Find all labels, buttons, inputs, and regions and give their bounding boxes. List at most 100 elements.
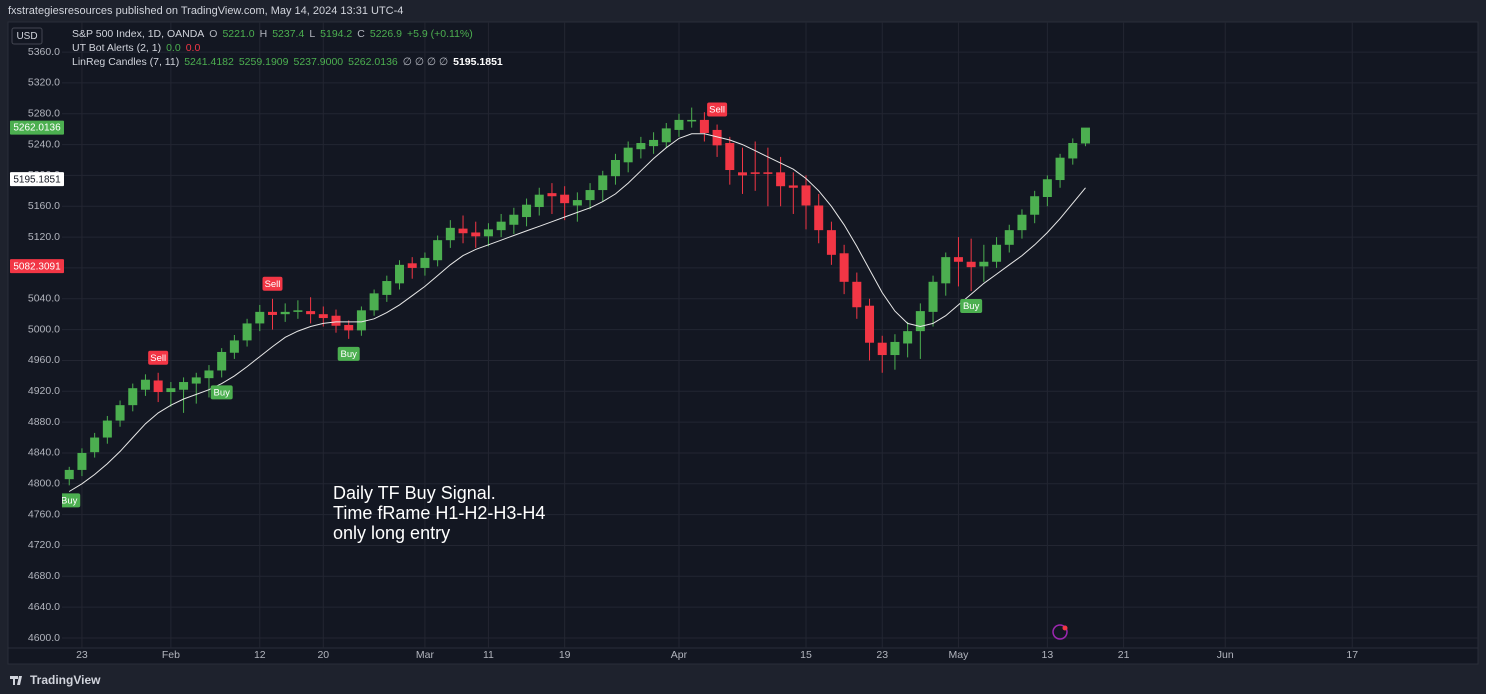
signal-label: Sell [709, 105, 725, 116]
candle-body [1055, 157, 1065, 181]
candle-body [1017, 214, 1027, 231]
grid [62, 22, 1478, 648]
candle-body [712, 129, 722, 146]
candle-body [191, 377, 201, 384]
signal-box [960, 299, 983, 314]
candle-body [852, 281, 862, 308]
x-tick-label: 17 [1346, 649, 1358, 661]
chart-panel [7, 21, 1479, 665]
candle-body [179, 382, 189, 390]
signal-box [62, 493, 81, 508]
legend-value: ∅ ∅ ∅ ∅ [402, 56, 449, 68]
y-tick-label: 5280.0 [28, 108, 60, 120]
candle-body [699, 119, 709, 134]
candle-body [776, 172, 786, 187]
x-tick-label: Jun [1217, 649, 1234, 661]
candle-body [1042, 179, 1052, 198]
candle-body [344, 324, 354, 331]
y-tick-label: 4800.0 [28, 478, 60, 490]
legend-row: S&P 500 Index, 1D, OANDA O 5221.0 H 5237.4 L 5… [72, 27, 508, 41]
x-tick-label: 23 [876, 649, 888, 661]
y-tick-label: 5360.0 [28, 46, 60, 58]
candle-body [77, 452, 87, 470]
candle-body [992, 244, 1002, 262]
candle-body [509, 214, 519, 225]
candle-body [903, 331, 913, 344]
legend-value: 5241.4182 [184, 56, 234, 68]
candle-body [382, 281, 392, 295]
candle-body [1004, 230, 1014, 245]
y-tick-label: 5240.0 [28, 138, 60, 150]
brand: TradingView [30, 673, 101, 687]
candle-body [547, 193, 557, 197]
candle-body [865, 305, 875, 343]
legend-value: 5221.0 [222, 28, 255, 40]
legend-value: C [357, 28, 365, 40]
legend-value: +5.9 (+0.11%) [407, 28, 473, 40]
y-tick-label: 4920.0 [28, 385, 60, 397]
candle-body [941, 257, 951, 284]
currency-button[interactable] [11, 27, 43, 45]
candle-body [953, 257, 963, 262]
y-tick-label: 4680.0 [28, 570, 60, 582]
candle-body [471, 232, 481, 237]
y-tick-label: 4840.0 [28, 447, 60, 459]
annotation: Daily TF Buy Signal. [333, 483, 496, 503]
candle-body [293, 310, 303, 312]
candle-body [839, 253, 849, 282]
candle-body [445, 227, 455, 241]
candle-body [420, 257, 430, 268]
y-tick-label: 5160.0 [28, 200, 60, 212]
candle-body [623, 147, 633, 163]
candle-body [801, 185, 811, 206]
candle-body [64, 469, 74, 480]
candle-body [229, 340, 239, 353]
candle-body [585, 190, 595, 201]
legend-row: UT Bot Alerts (2, 1) 0.0 0.0 [72, 41, 508, 55]
candle-body [280, 311, 290, 315]
candle-body [610, 159, 620, 177]
signal-label: Buy [61, 495, 78, 506]
candle-body [483, 229, 493, 237]
candle-body [318, 314, 328, 319]
signal-box [210, 385, 233, 400]
y-tick-label: 5320.0 [28, 77, 60, 89]
candle-body [687, 119, 697, 122]
x-tick-label: 11 [483, 649, 494, 661]
signal-box [337, 346, 360, 361]
candle-body [572, 200, 582, 206]
signal-label: Sell [150, 353, 166, 364]
legend-value: 5195.1851 [453, 56, 503, 68]
currency-label[interactable]: USD [16, 31, 37, 42]
candle-body [395, 264, 405, 284]
legend-value: 5226.9 [369, 28, 402, 40]
candle-body [750, 172, 760, 174]
candle-body [674, 119, 684, 130]
x-tick-label: May [949, 649, 970, 661]
candle-body [102, 420, 112, 438]
candle-body [458, 228, 468, 234]
legend-title: S&P 500 Index, 1D, OANDA [72, 28, 205, 40]
alert-icon[interactable] [1052, 624, 1068, 640]
legend-value: 5194.2 [320, 28, 353, 40]
candle-body [534, 194, 544, 208]
candle-body [636, 143, 646, 150]
candle-body [242, 323, 252, 341]
candle-body [928, 281, 938, 312]
candle-body [166, 388, 176, 393]
candle-body [1030, 196, 1040, 215]
y-tick-label: 4960.0 [28, 354, 60, 366]
candle-body [522, 204, 532, 218]
x-tick-label: Feb [162, 649, 180, 661]
candle-body [128, 388, 138, 406]
price-tag [10, 172, 64, 187]
legend-value: H [259, 28, 268, 40]
axes: 4600.0 4640.0 4680.0 4720.0 4760.0 4800.0 4840… [10, 46, 1358, 661]
legend-row: LinReg Candles (7, 11) 5241.4182 5259.1909… [72, 55, 508, 69]
candle-body [915, 311, 925, 332]
x-tick-label: 19 [559, 649, 571, 661]
y-tick-label: 5040.0 [28, 293, 60, 305]
regression-line [68, 133, 1086, 492]
candle-body [90, 437, 100, 453]
